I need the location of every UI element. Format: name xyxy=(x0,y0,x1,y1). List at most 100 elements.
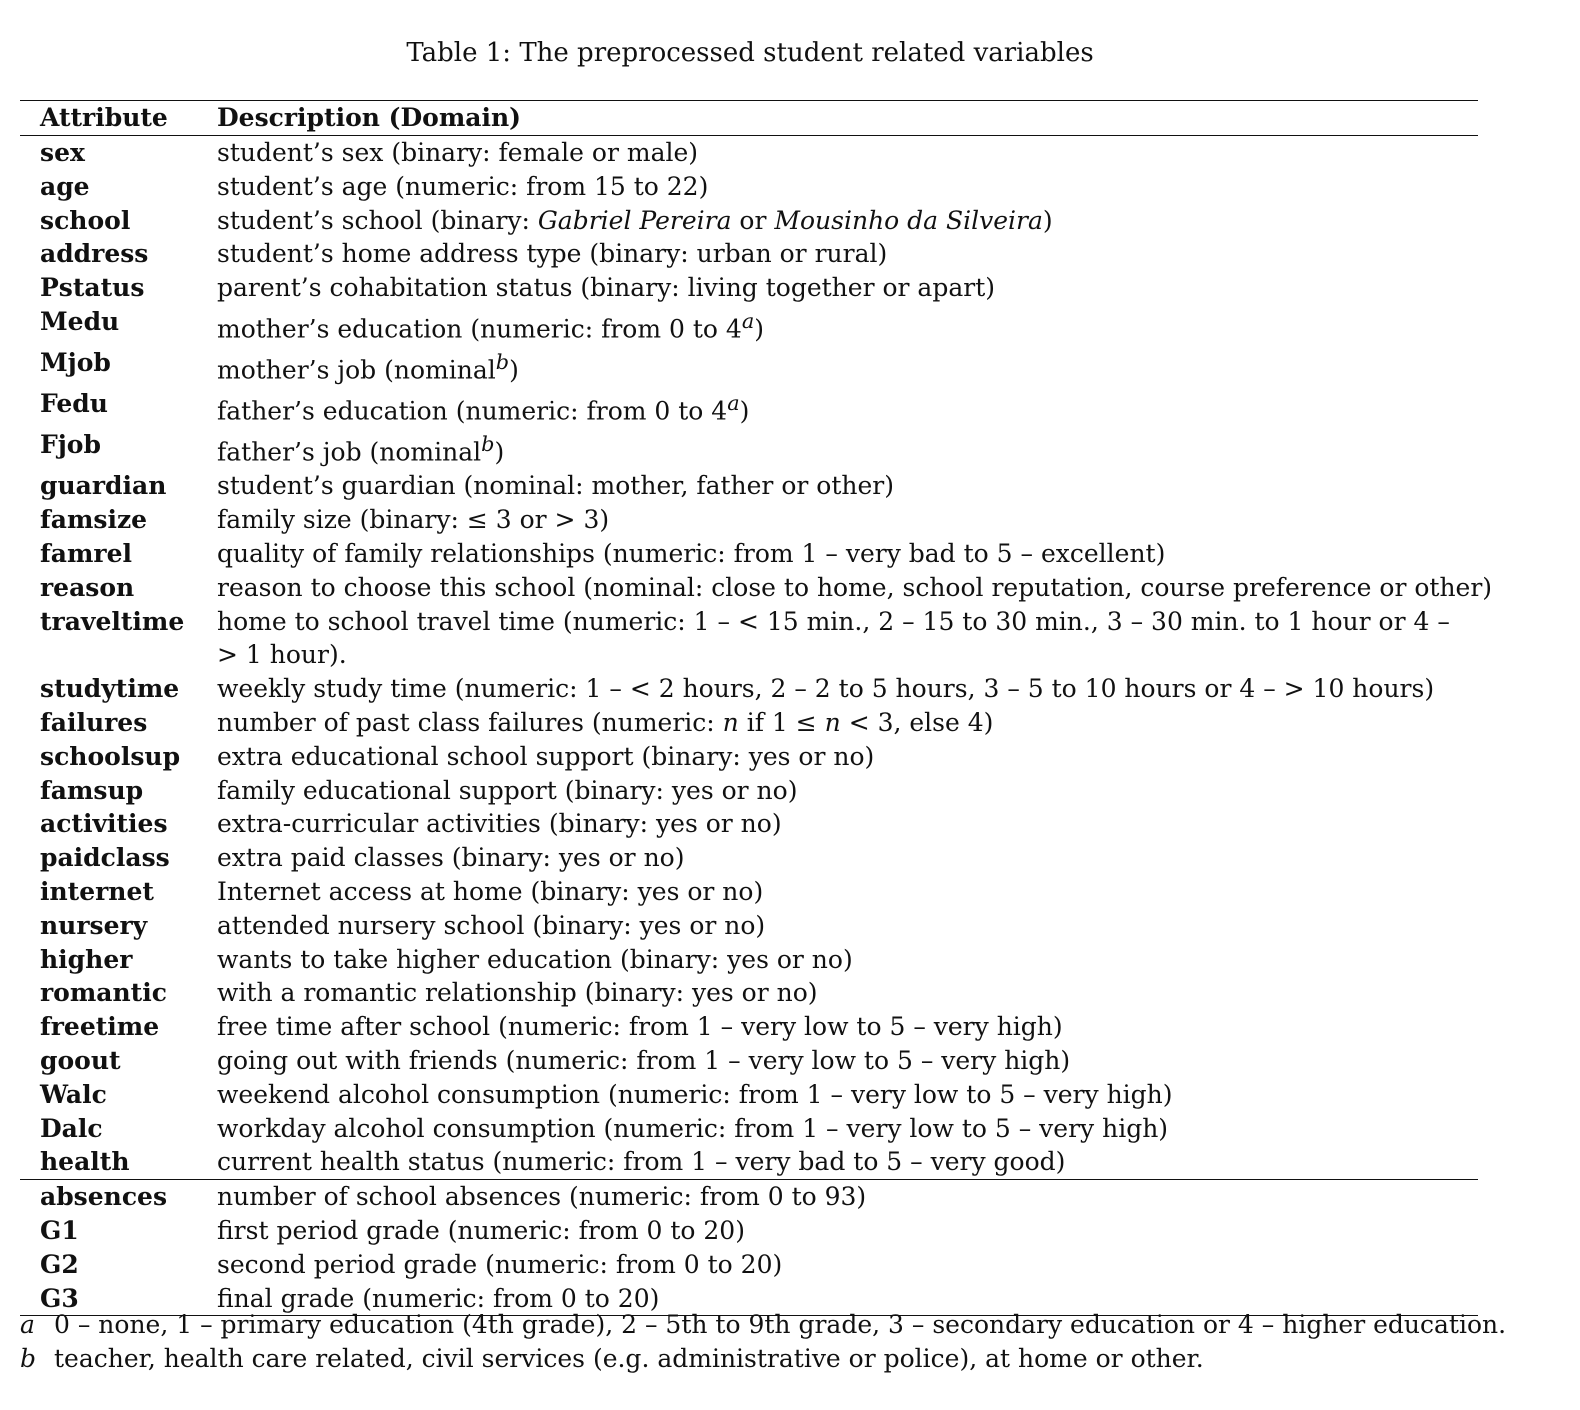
attribute-cell: Pstatus xyxy=(40,273,145,303)
description-cell: parent’s cohabitation status (binary: li… xyxy=(217,273,995,303)
table-row: Pstatus parent’s cohabitation status (bin… xyxy=(20,271,1478,305)
description-cell: reason to choose this school (nominal: c… xyxy=(217,572,1493,602)
description-cell: workday alcohol consumption (numeric: fr… xyxy=(217,1113,1169,1143)
mid-rule xyxy=(20,1179,1478,1181)
description-cell: student’s age (numeric: from 15 to 22) xyxy=(217,171,709,201)
table-footnotes: a 0 – none, 1 – primary education (4th gr… xyxy=(20,1308,1520,1376)
attribute-cell: famsize xyxy=(40,505,148,535)
description-cell: father’s education (numeric: from 0 to 4… xyxy=(217,391,750,426)
attribute-cell: age xyxy=(40,171,90,201)
description-cell: attended nursery school (binary: yes or … xyxy=(217,910,766,940)
description-cell: mother’s education (numeric: from 0 to 4… xyxy=(217,308,764,344)
description-cell: student’s home address type (binary: urb… xyxy=(217,239,888,269)
header-attribute: Attribute xyxy=(40,103,168,132)
description-cell: Internet access at home (binary: yes or … xyxy=(217,877,764,907)
description-cell: first period grade (numeric: from 0 to 2… xyxy=(217,1216,745,1246)
table-row: paidclass extra paid classes (binary: yes… xyxy=(20,841,1478,875)
description-cell: student’s guardian (nominal: mother, fat… xyxy=(217,471,894,501)
description-cell: going out with friends (numeric: from 1 … xyxy=(217,1046,1071,1076)
table-row: absences number of school absences (numer… xyxy=(20,1180,1478,1214)
attribute-cell: studytime xyxy=(40,674,180,704)
header-rule xyxy=(20,135,1478,136)
table-row: school student’s school (binary: Gabriel … xyxy=(20,204,1478,238)
table-row: romantic with a romantic relationship (bi… xyxy=(20,976,1478,1010)
description-cell: with a romantic relationship (binary: ye… xyxy=(217,978,818,1008)
description-cell: father’s job (nominalb) xyxy=(217,432,505,467)
description-cell: extra educational school support (binary… xyxy=(217,741,875,771)
table-row: G3 final grade (numeric: from 0 to 20) xyxy=(20,1282,1478,1316)
description-cell: student’s sex (binary: female or male) xyxy=(217,138,699,167)
attribute-cell: G1 xyxy=(40,1216,79,1246)
table-row: schoolsup extra educational school suppor… xyxy=(20,740,1478,774)
table-row: guardian student’s guardian (nominal: mot… xyxy=(20,469,1478,503)
description-cell: final grade (numeric: from 0 to 20) xyxy=(217,1283,660,1313)
description-cell: mother’s job (nominalb) xyxy=(217,350,519,385)
description-cell: number of past class failures (numeric: … xyxy=(217,708,994,738)
table-row: sex student’s sex (binary: female or male… xyxy=(20,136,1478,170)
attribute-cell: G3 xyxy=(40,1283,79,1313)
table-row: traveltime home to school travel time (nu… xyxy=(20,605,1478,673)
variables-table: Attribute Description (Domain) sex studen… xyxy=(20,100,1492,1317)
description-cell: extra paid classes (binary: yes or no) xyxy=(217,843,685,873)
footnote-mark: b xyxy=(20,1344,37,1373)
table-row: G2 second period grade (numeric: from 0 t… xyxy=(20,1248,1478,1282)
table-row: goout going out with friends (numeric: fr… xyxy=(20,1044,1478,1078)
attribute-cell: reason xyxy=(40,572,135,602)
attribute-cell: traveltime xyxy=(40,606,185,636)
table-row: failures number of past class failures (n… xyxy=(20,706,1478,740)
description-cell: family size (binary: ≤ 3 or > 3) xyxy=(217,505,610,535)
table-header-row: Attribute Description (Domain) xyxy=(20,101,1478,135)
attribute-cell: nursery xyxy=(40,910,148,940)
attribute-cell: Walc xyxy=(40,1079,107,1109)
attribute-cell: higher xyxy=(40,944,133,974)
attribute-cell: Fedu xyxy=(40,389,108,419)
attribute-cell: Dalc xyxy=(40,1113,103,1143)
description-cell: free time after school (numeric: from 1 … xyxy=(217,1012,1063,1042)
attribute-cell: school xyxy=(40,205,131,235)
table-row: health current health status (numeric: fr… xyxy=(20,1145,1478,1179)
footnote-b: b teacher, health care related, civil ser… xyxy=(20,1342,1520,1376)
attribute-cell: freetime xyxy=(40,1012,160,1042)
attribute-cell: schoolsup xyxy=(40,741,181,771)
description-cell: family educational support (binary: yes … xyxy=(217,775,798,805)
attribute-cell: goout xyxy=(40,1046,121,1076)
description-cell: current health status (numeric: from 1 –… xyxy=(217,1147,1066,1177)
top-rule xyxy=(20,100,1478,101)
attribute-cell: Fjob xyxy=(40,430,101,460)
attribute-cell: absences xyxy=(40,1182,168,1212)
attribute-cell: famsup xyxy=(40,775,144,805)
table-caption: Table 1: The preprocessed student relate… xyxy=(406,38,1094,68)
table-row: address student’s home address type (bina… xyxy=(20,237,1478,271)
attribute-cell: famrel xyxy=(40,539,132,569)
table-row: age student’s age (numeric: from 15 to 22… xyxy=(20,170,1478,204)
table-row: activities extra-curricular activities (b… xyxy=(20,807,1478,841)
table-row: Fedu father’s education (numeric: from 0 … xyxy=(20,387,1478,428)
table-body-block-2: absences number of school absences (numer… xyxy=(20,1180,1478,1315)
description-cell: weekly study time (numeric: 1 – < 2 hour… xyxy=(217,674,1435,704)
table-row: nursery attended nursery school (binary: … xyxy=(20,909,1478,943)
table-row: famrel quality of family relationships (n… xyxy=(20,537,1478,571)
table-row: Dalc workday alcohol consumption (numeric… xyxy=(20,1112,1478,1146)
description-cell: number of school absences (numeric: from… xyxy=(217,1182,867,1212)
table-row: freetime free time after school (numeric:… xyxy=(20,1010,1478,1044)
attribute-cell: Mjob xyxy=(40,348,111,378)
description-cell: weekend alcohol consumption (numeric: fr… xyxy=(217,1079,1173,1109)
attribute-cell: activities xyxy=(40,809,168,839)
table-row: Medu mother’s education (numeric: from 0 … xyxy=(20,305,1478,346)
table-row: Walc weekend alcohol consumption (numeric… xyxy=(20,1078,1478,1112)
footnote-text: 0 – none, 1 – primary education (4th gra… xyxy=(54,1310,1507,1339)
table-row: reason reason to choose this school (nomi… xyxy=(20,571,1492,605)
description-cell: home to school travel time (numeric: 1 –… xyxy=(217,606,1450,670)
table-body-block-1: sex student’s sex (binary: female or male… xyxy=(20,136,1492,1179)
table-row: higher wants to take higher education (bi… xyxy=(20,943,1478,977)
attribute-cell: health xyxy=(40,1147,130,1177)
attribute-cell: address xyxy=(40,239,149,269)
table-row: famsup family educational support (binary… xyxy=(20,774,1478,808)
attribute-cell: Medu xyxy=(40,306,120,336)
table-row: famsize family size (binary: ≤ 3 or > 3) xyxy=(20,503,1478,537)
attribute-cell: romantic xyxy=(40,978,167,1008)
footnote-a: a 0 – none, 1 – primary education (4th gr… xyxy=(20,1308,1520,1342)
footnote-mark: a xyxy=(20,1310,35,1339)
attribute-cell: guardian xyxy=(40,471,167,501)
table-row: studytime weekly study time (numeric: 1 –… xyxy=(20,672,1478,706)
